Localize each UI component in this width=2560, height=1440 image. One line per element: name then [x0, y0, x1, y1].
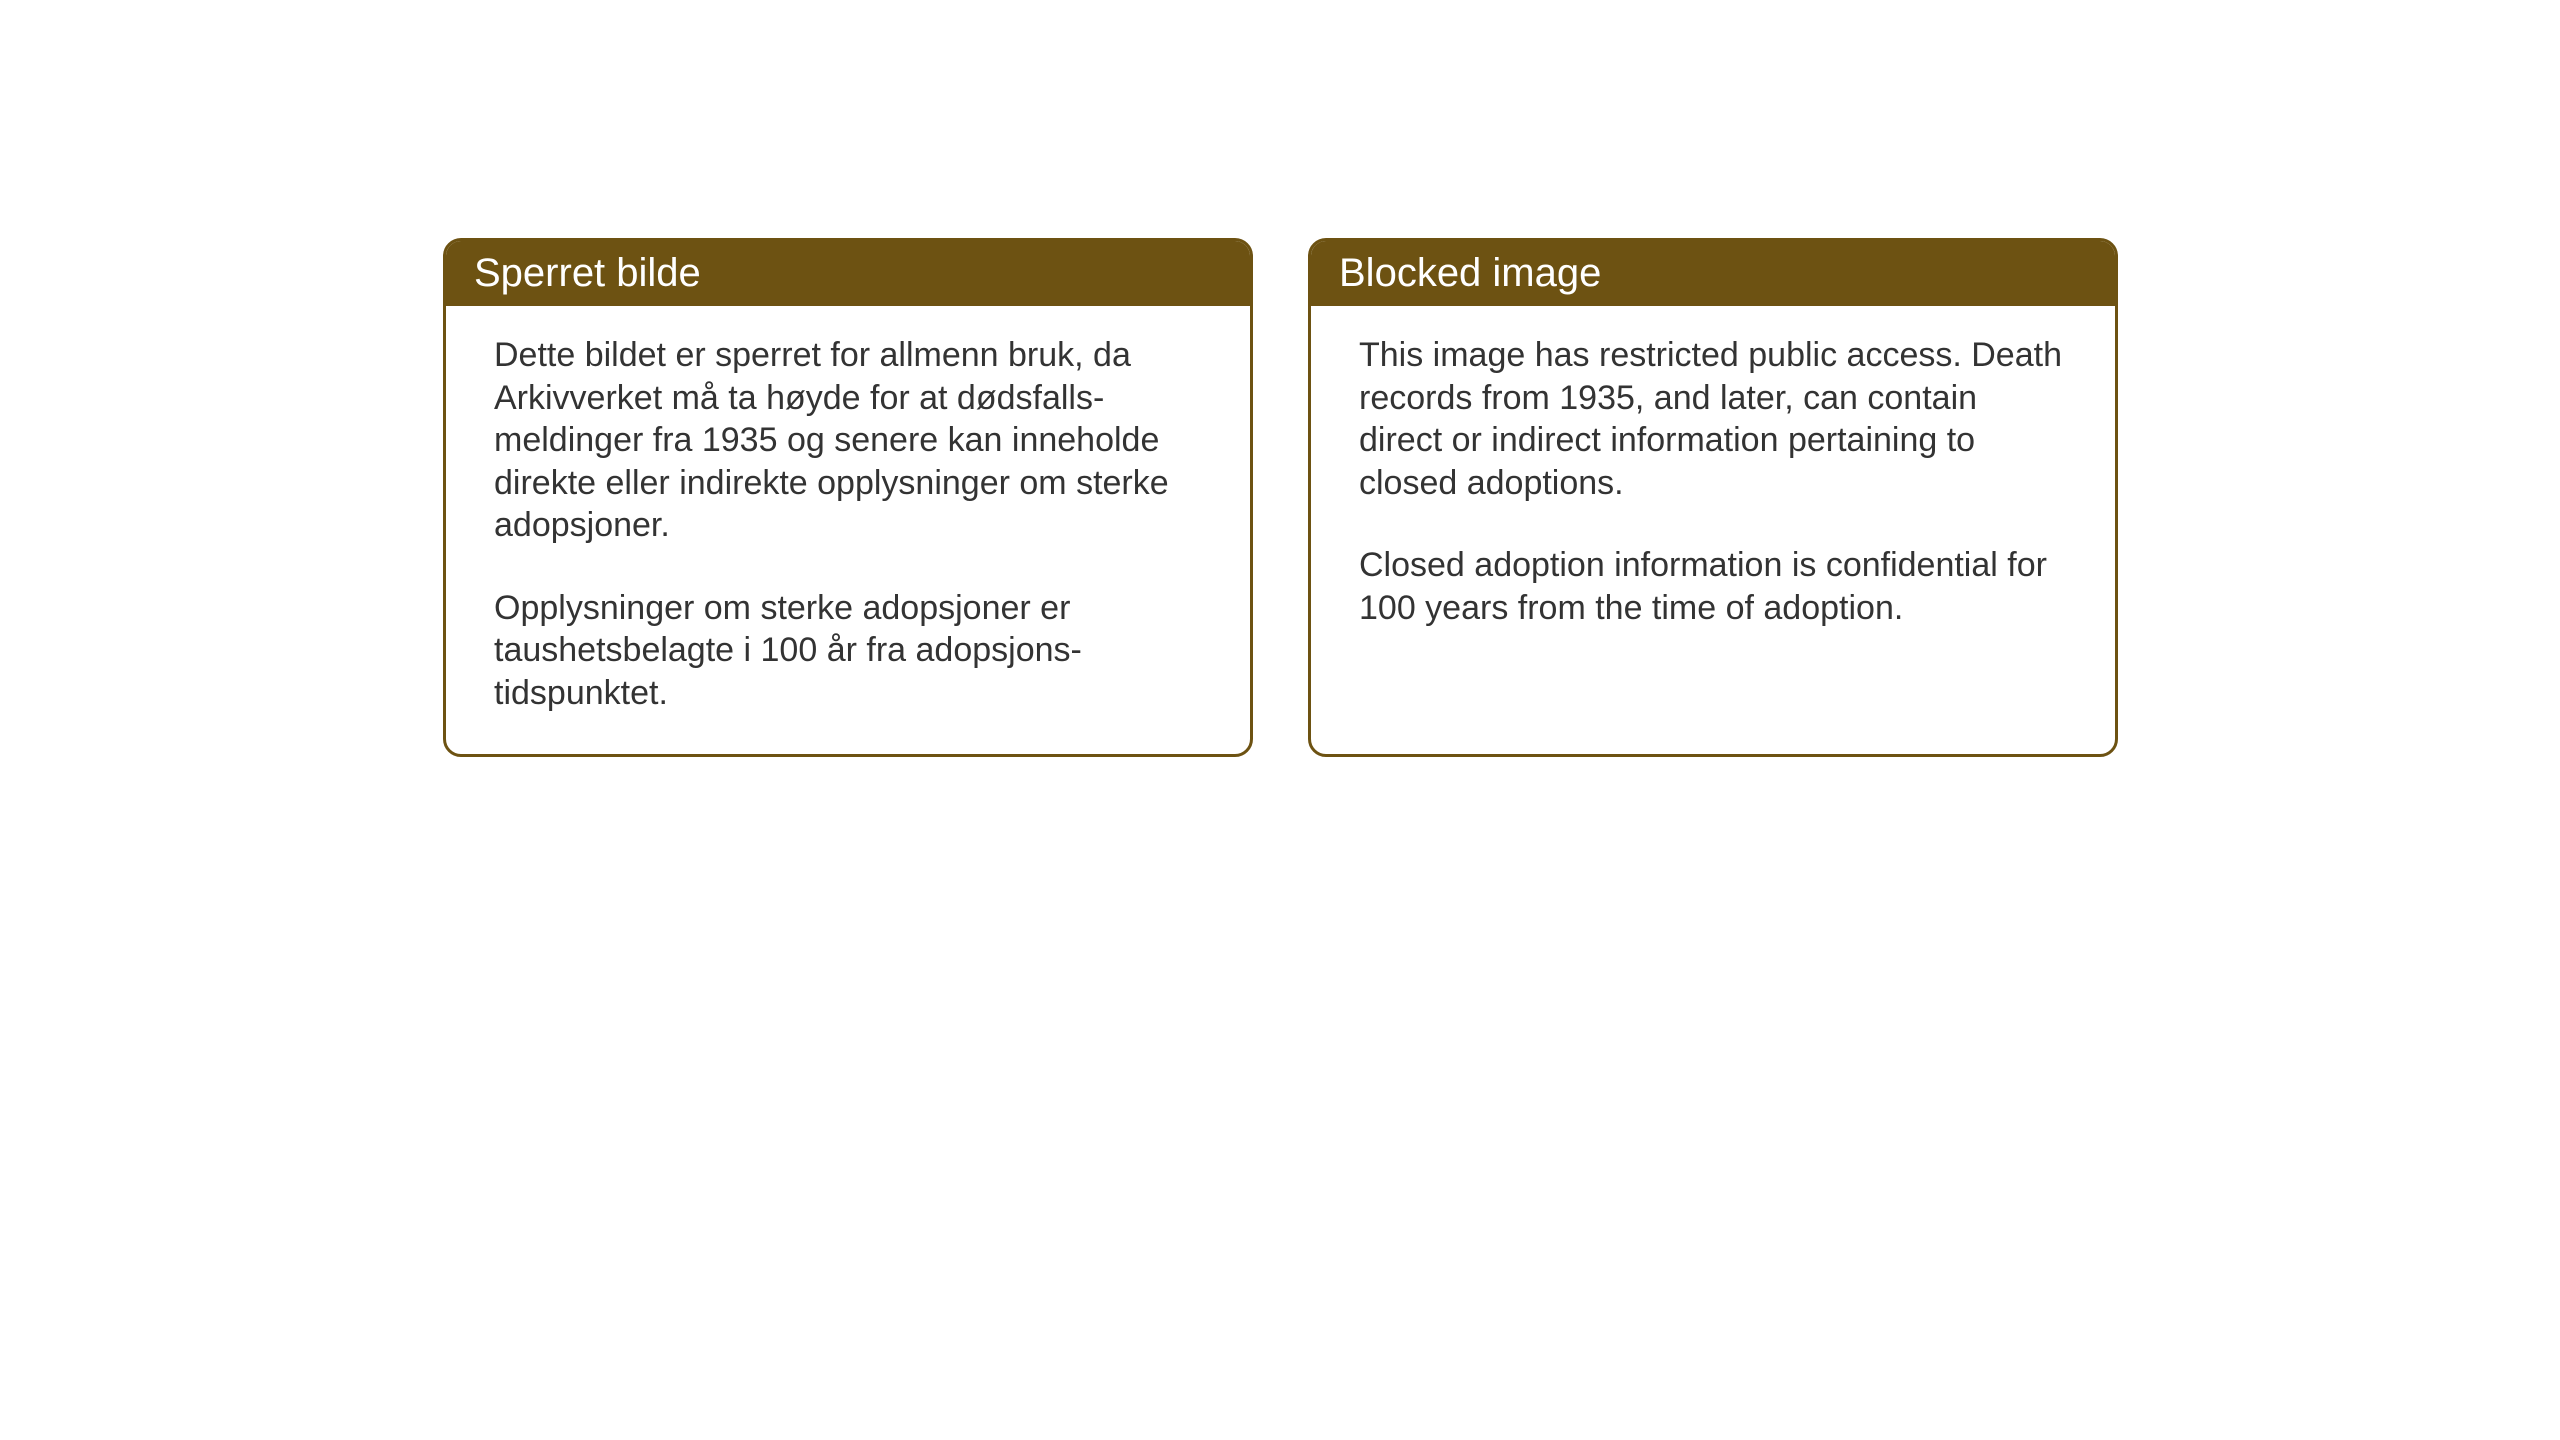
notice-paragraph: Dette bildet er sperret for allmenn bruk…: [494, 334, 1202, 547]
notice-paragraph: This image has restricted public access.…: [1359, 334, 2067, 504]
notice-header-norwegian: Sperret bilde: [446, 241, 1250, 306]
notice-title: Sperret bilde: [474, 251, 701, 295]
notice-body-norwegian: Dette bildet er sperret for allmenn bruk…: [446, 306, 1250, 754]
notice-paragraph: Closed adoption information is confident…: [1359, 544, 2067, 629]
notice-body-english: This image has restricted public access.…: [1311, 306, 2115, 669]
notice-title: Blocked image: [1339, 251, 1601, 295]
notice-container: Sperret bilde Dette bildet er sperret fo…: [443, 238, 2118, 757]
notice-paragraph: Opplysninger om sterke adopsjoner er tau…: [494, 587, 1202, 715]
notice-card-norwegian: Sperret bilde Dette bildet er sperret fo…: [443, 238, 1253, 757]
notice-card-english: Blocked image This image has restricted …: [1308, 238, 2118, 757]
notice-header-english: Blocked image: [1311, 241, 2115, 306]
